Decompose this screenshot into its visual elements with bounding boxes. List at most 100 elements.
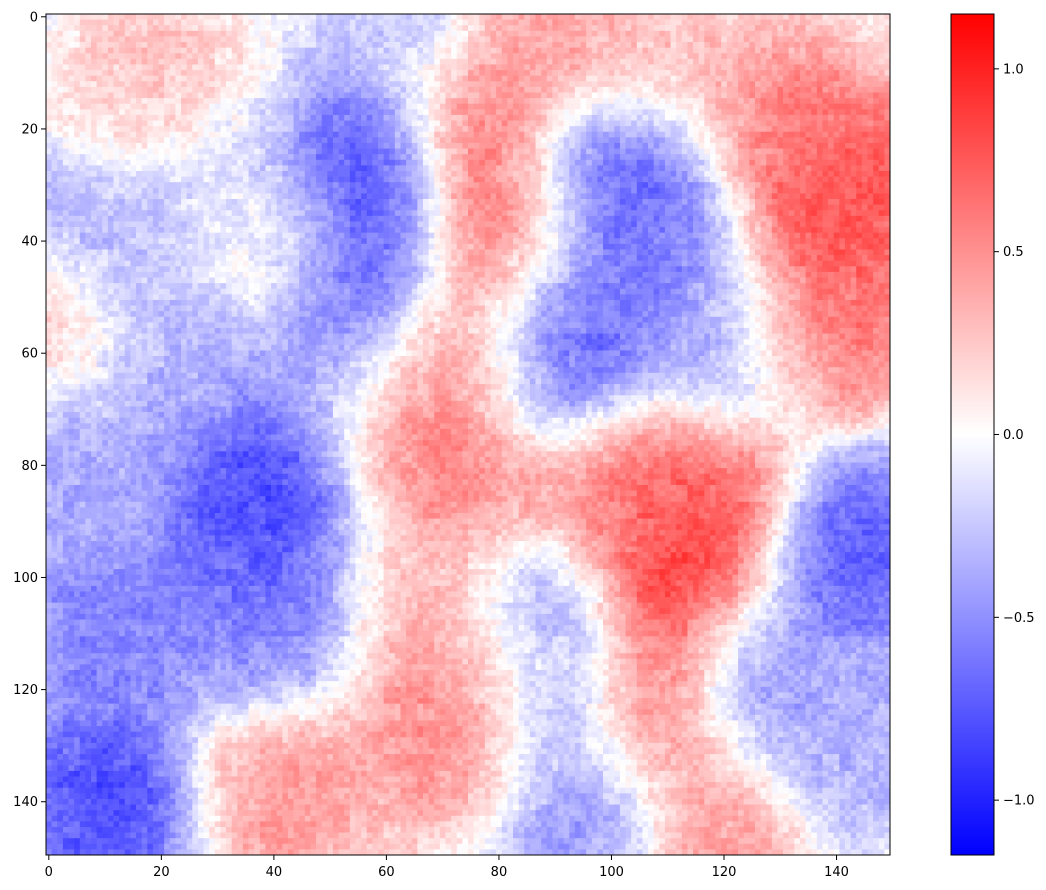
heatmap-cell xyxy=(237,199,244,205)
heatmap-cell xyxy=(738,53,745,60)
heatmap-cell xyxy=(147,70,154,77)
heatmap-cell xyxy=(226,170,233,177)
heatmap-cell xyxy=(546,114,553,121)
heatmap-cell xyxy=(411,120,418,127)
heatmap-cell xyxy=(304,193,311,200)
heatmap-cell xyxy=(766,114,773,121)
heatmap-cell xyxy=(355,109,362,116)
heatmap-cell xyxy=(366,81,373,88)
heatmap-cell xyxy=(147,25,154,32)
heatmap-cell xyxy=(586,193,593,200)
heatmap-cell xyxy=(546,86,553,93)
heatmap-cell xyxy=(799,182,806,189)
heatmap-cell xyxy=(822,193,829,200)
heatmap-cell xyxy=(850,114,857,121)
heatmap-cell xyxy=(327,109,334,116)
heatmap-cell xyxy=(524,98,531,105)
heatmap-cell xyxy=(574,42,581,48)
heatmap-cell xyxy=(586,109,593,116)
heatmap-cell xyxy=(811,131,818,138)
heatmap-cell xyxy=(501,86,508,93)
heatmap-cell xyxy=(754,58,761,65)
heatmap-cell xyxy=(799,47,806,54)
heatmap-cell xyxy=(124,30,131,37)
heatmap-cell xyxy=(799,53,806,60)
heatmap-cell xyxy=(771,75,778,82)
heatmap-cell xyxy=(743,142,750,149)
heatmap-cell xyxy=(788,14,795,20)
heatmap-cell xyxy=(372,58,379,65)
heatmap-cell xyxy=(164,187,171,194)
heatmap-cell xyxy=(321,187,328,194)
heatmap-cell xyxy=(490,92,497,99)
heatmap-cell xyxy=(631,114,638,121)
heatmap-cell xyxy=(439,159,446,166)
heatmap-cell xyxy=(434,14,441,20)
heatmap-cell xyxy=(580,109,587,116)
heatmap-cell xyxy=(321,47,328,54)
heatmap-cell xyxy=(91,199,97,205)
heatmap-cell xyxy=(732,131,739,138)
heatmap-cell xyxy=(293,75,300,82)
heatmap-cell xyxy=(242,58,249,65)
heatmap-cell xyxy=(631,182,638,189)
heatmap-cell xyxy=(310,154,317,161)
heatmap-cell xyxy=(119,120,126,127)
heatmap-cell xyxy=(119,47,126,54)
heatmap-cell xyxy=(709,81,716,88)
heatmap-cell xyxy=(591,98,598,105)
heatmap-cell xyxy=(282,137,289,144)
heatmap-cell xyxy=(304,103,311,110)
heatmap-cell xyxy=(524,75,531,82)
heatmap-cell xyxy=(282,187,289,194)
heatmap-cell xyxy=(68,70,75,77)
heatmap-cell xyxy=(653,58,660,65)
heatmap-cell xyxy=(456,154,463,161)
heatmap-cell xyxy=(659,126,666,133)
heatmap-cell xyxy=(327,182,334,189)
heatmap-cell xyxy=(732,109,739,116)
heatmap-cell xyxy=(299,114,306,121)
heatmap-cell xyxy=(721,142,728,149)
heatmap-cell xyxy=(406,142,413,149)
heatmap-cell xyxy=(372,170,379,177)
heatmap-cell xyxy=(608,53,615,60)
heatmap-cell xyxy=(721,42,728,48)
heatmap-cell xyxy=(57,126,64,133)
heatmap-cell xyxy=(738,126,745,133)
heatmap-cell xyxy=(74,114,81,121)
heatmap-cell xyxy=(653,47,660,54)
heatmap-cell xyxy=(310,70,317,77)
heatmap-cell xyxy=(721,70,728,77)
heatmap-cell xyxy=(57,154,64,161)
heatmap-cell xyxy=(541,170,548,177)
heatmap-cell xyxy=(816,165,823,172)
heatmap-cell xyxy=(91,170,97,177)
heatmap-cell xyxy=(248,92,255,99)
heatmap-cell xyxy=(271,92,278,99)
heatmap-cell xyxy=(873,193,880,200)
heatmap-cell xyxy=(451,193,458,200)
heatmap-cell xyxy=(479,109,486,116)
heatmap-cell xyxy=(383,120,390,127)
heatmap-cell xyxy=(822,103,829,110)
heatmap-cell xyxy=(828,159,835,166)
heatmap-cell xyxy=(608,92,615,99)
heatmap-cell xyxy=(569,187,576,194)
heatmap-cell xyxy=(828,53,835,60)
heatmap-cell xyxy=(811,98,818,105)
heatmap-cell xyxy=(231,165,238,172)
heatmap-cell xyxy=(552,19,559,26)
heatmap-cell xyxy=(287,176,294,183)
heatmap-cell xyxy=(529,103,536,110)
heatmap-cell xyxy=(186,92,193,99)
heatmap-cell xyxy=(158,126,165,133)
heatmap-cell xyxy=(124,14,131,20)
heatmap-cell xyxy=(642,53,649,60)
heatmap-cell xyxy=(659,70,666,77)
heatmap-cell xyxy=(254,86,261,93)
heatmap-cell xyxy=(642,187,649,194)
heatmap-cell xyxy=(816,75,823,82)
heatmap-cell xyxy=(338,103,345,110)
heatmap-cell xyxy=(484,36,491,43)
